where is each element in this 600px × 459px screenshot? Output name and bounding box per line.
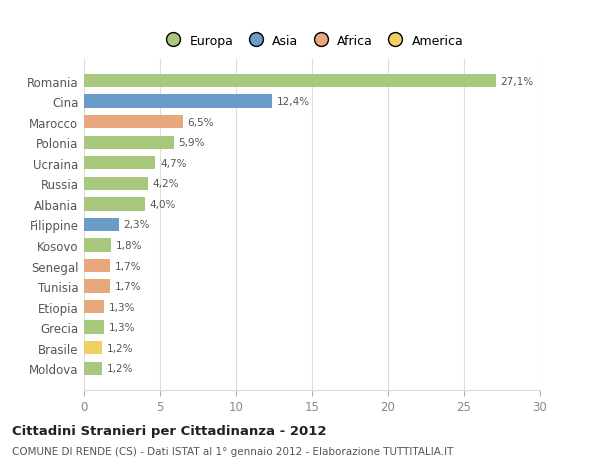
Bar (84, 300, 104, 313)
Bar (84, 218, 119, 232)
Text: 5,9%: 5,9% (178, 138, 205, 148)
Text: 12,4%: 12,4% (277, 97, 310, 107)
Text: COMUNE DI RENDE (CS) - Dati ISTAT al 1° gennaio 2012 - Elaborazione TUTTITALIA.I: COMUNE DI RENDE (CS) - Dati ISTAT al 1° … (12, 446, 454, 456)
Bar (84, 116, 183, 129)
Text: 27,1%: 27,1% (500, 76, 533, 86)
Text: 1,2%: 1,2% (107, 364, 133, 374)
Text: 1,3%: 1,3% (109, 323, 135, 332)
Text: 4,7%: 4,7% (160, 158, 187, 168)
Bar (84, 362, 102, 375)
Bar (84, 280, 110, 293)
Bar (84, 95, 272, 108)
Text: 1,2%: 1,2% (107, 343, 133, 353)
Text: 4,0%: 4,0% (149, 199, 176, 209)
Text: 2,3%: 2,3% (124, 220, 150, 230)
Legend: Europa, Asia, Africa, America: Europa, Asia, Africa, America (155, 29, 469, 52)
Bar (84, 239, 112, 252)
Bar (84, 177, 148, 190)
Bar (84, 341, 102, 355)
Text: 1,8%: 1,8% (116, 241, 142, 251)
Bar (84, 321, 104, 334)
Bar (84, 136, 173, 150)
Text: 4,2%: 4,2% (152, 179, 179, 189)
Text: 1,7%: 1,7% (115, 281, 141, 291)
Bar (84, 259, 110, 273)
Text: 6,5%: 6,5% (187, 118, 214, 127)
Text: Cittadini Stranieri per Cittadinanza - 2012: Cittadini Stranieri per Cittadinanza - 2… (12, 425, 326, 437)
Bar (84, 75, 496, 88)
Bar (84, 157, 155, 170)
Text: 1,7%: 1,7% (115, 261, 141, 271)
Text: 1,3%: 1,3% (109, 302, 135, 312)
Bar (84, 198, 145, 211)
